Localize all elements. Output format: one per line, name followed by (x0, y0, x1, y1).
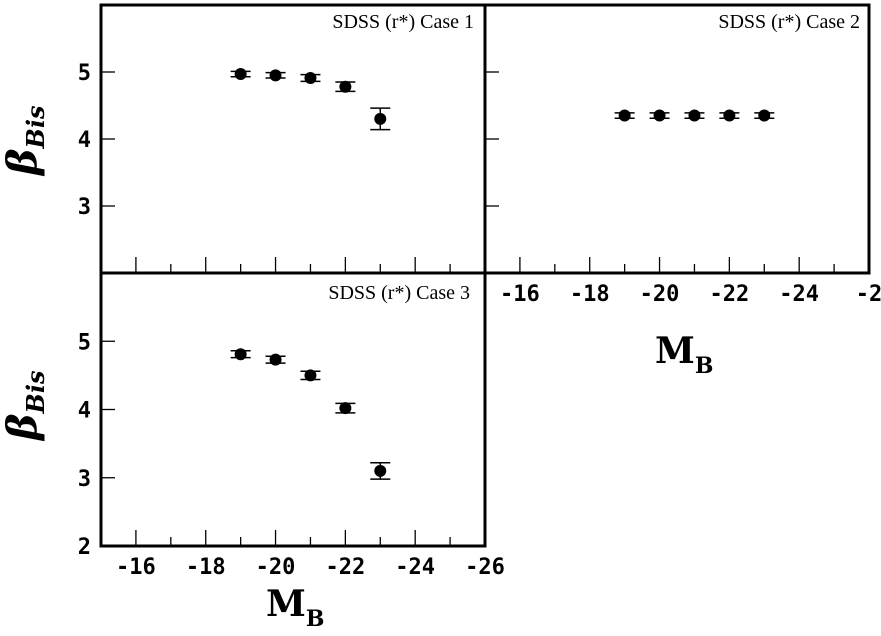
marker (269, 69, 282, 82)
data-point (719, 109, 740, 122)
x-axis-label: MB (655, 330, 713, 379)
data-point (335, 402, 356, 415)
panel-case-1: 3 4 5 SDSS (r*) Case 1 βBis (0, 3, 487, 275)
y-tick-label: 3 (78, 195, 91, 220)
panel-case-3-frame (99, 271, 487, 548)
y-tick-label: 5 (78, 61, 91, 86)
marker (374, 464, 387, 477)
marker (234, 348, 247, 361)
marker (269, 353, 282, 366)
x-tick-label: -22 (325, 555, 365, 580)
y-tick-label: 2 (78, 535, 91, 560)
x-tick-label: -18 (186, 555, 226, 580)
panel-case-2-title: SDSS (r*) Case 2 (718, 11, 860, 33)
y-axis-label-subscript: Bis (21, 105, 50, 149)
x-axis-label-symbol: M (655, 330, 695, 372)
x-axis-label-subscript: B (306, 606, 325, 632)
marker (304, 72, 317, 85)
data-point (370, 107, 391, 131)
data-point (684, 109, 705, 122)
data-point (265, 353, 286, 366)
x-axis-label: MB (266, 583, 324, 632)
x-tick-label: -26 (465, 555, 505, 580)
marker (758, 109, 771, 122)
x-tick-label: -20 (640, 282, 680, 307)
marker (374, 112, 387, 125)
y-axis-label: βBis (0, 105, 50, 177)
marker (618, 109, 631, 122)
x-tick-label: -22 (709, 282, 749, 307)
x-axis-label-subscript: B (695, 353, 714, 379)
marker (234, 68, 247, 81)
y-tick-label: 4 (78, 399, 91, 424)
data-point (230, 348, 251, 361)
y-tick-label: 4 (78, 128, 91, 153)
x-tick-label: -24 (779, 282, 819, 307)
data-point (300, 72, 321, 85)
data-point (265, 69, 286, 82)
data-point (370, 461, 391, 480)
panel-case-2: -16 -18 -20 -22 -24 -2 SDSS (r*) Case 2 MB (483, 3, 881, 379)
y-axis-label-symbol: β (0, 148, 46, 177)
x-axis-label-symbol: M (266, 583, 306, 625)
x-tick-label: -16 (116, 555, 156, 580)
marker (653, 109, 666, 122)
panel-case-2-frame (483, 3, 871, 275)
marker (339, 80, 352, 93)
marker (688, 109, 701, 122)
data-point (230, 68, 251, 81)
data-point (649, 109, 670, 122)
x-tick-label: -18 (570, 282, 610, 307)
x-tick-label: -16 (500, 282, 540, 307)
data-point (335, 80, 356, 93)
marker (339, 402, 352, 415)
x-tick-label: -24 (395, 555, 435, 580)
y-tick-label: 5 (78, 330, 91, 355)
data-point (300, 369, 321, 382)
y-axis-label-subscript: Bis (21, 370, 50, 414)
y-axis-label: βBis (0, 370, 50, 442)
panel-case-3-title: SDSS (r*) Case 3 (328, 282, 470, 304)
y-tick-label: 3 (78, 467, 91, 492)
panel-case-1-title: SDSS (r*) Case 1 (332, 11, 474, 33)
data-point (754, 109, 775, 122)
panel-case-1-frame (99, 3, 487, 275)
marker (723, 109, 736, 122)
x-tick-label: -2 (856, 282, 881, 307)
data-point (614, 109, 635, 122)
y-axis-label-symbol: β (0, 413, 46, 442)
marker (304, 369, 317, 382)
x-tick-label: -20 (256, 555, 296, 580)
